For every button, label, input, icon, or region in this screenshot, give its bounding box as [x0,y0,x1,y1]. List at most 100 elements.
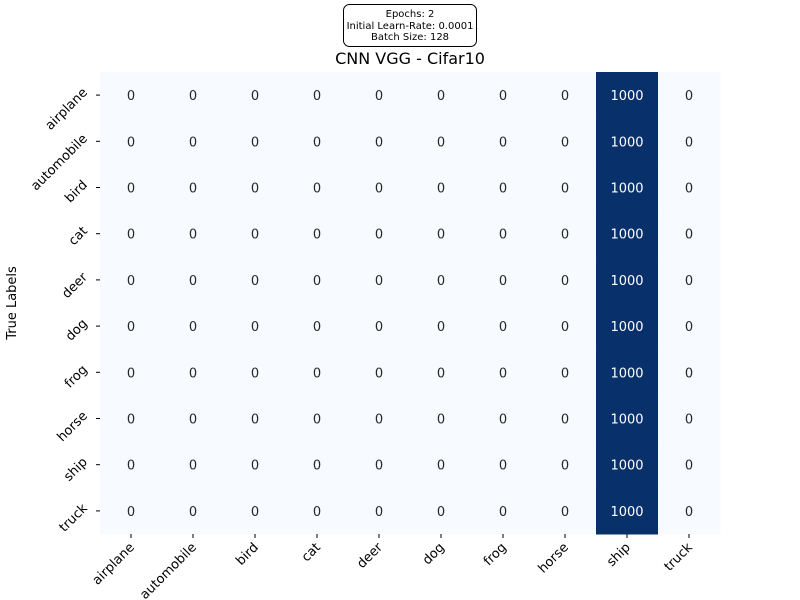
cell-value-label: 0 [189,89,197,104]
heatmap-cell [596,164,659,212]
cell-value-label: 0 [313,459,321,474]
cell-value-label: 0 [561,274,569,289]
cell-value-label: 0 [313,135,321,150]
cell-value-label: 0 [251,320,259,335]
heatmap-cell [224,349,287,396]
y-axis-ticks: airplaneautomobilebirdcatdeerdogfroghors… [28,85,100,535]
heatmap-cell [534,487,597,535]
y-tick-label: airplane [43,85,91,133]
heatmap-cell [472,210,535,258]
heatmap-cell [162,118,225,165]
x-tick-label: cat [299,540,324,565]
heatmap-cell [410,349,473,396]
heatmap-cell [348,395,411,443]
x-tick-label: dog [420,540,448,568]
heatmap-cell [100,441,163,489]
cell-value-label: 0 [437,274,445,289]
heatmap-cell [410,441,473,489]
cell-value-label: 0 [375,366,383,381]
heatmap-cell [286,395,349,443]
heatmap-cell [348,72,411,119]
heatmap-cell [100,210,163,258]
cell-value-label: 0 [685,320,693,335]
heatmap-cell [100,349,163,396]
cell-value-label: 0 [499,413,507,428]
heatmap-cell [348,303,411,350]
cell-value-label: 0 [437,366,445,381]
x-tick-label: bird [233,540,261,568]
cell-value-label: 0 [189,182,197,197]
heatmap-cell [224,72,287,119]
heatmap-cell [162,164,225,212]
cell-value-label: 0 [251,135,259,150]
heatmap-cell [658,303,721,350]
cell-value-label: 0 [561,366,569,381]
cell-value-label: 1000 [610,366,643,381]
cell-value-label: 0 [127,228,135,243]
x-tick-label: horse [536,540,572,576]
cell-value-label: 0 [127,274,135,289]
cell-value-label: 0 [685,135,693,150]
cell-value-label: 0 [561,459,569,474]
heatmap-cell [596,303,659,350]
heatmap-cell [534,72,597,119]
heatmap-cell [162,72,225,119]
y-tick-label: bird [62,178,90,206]
heatmap-cell [286,487,349,535]
cell-value-label: 0 [127,505,135,520]
y-tick-label: cat [66,224,91,249]
heatmap-cell [410,210,473,258]
cell-value-label: 1000 [610,135,643,150]
cell-value-label: 0 [189,135,197,150]
heatmap-cell [534,210,597,258]
heatmap-cell [162,349,225,396]
cell-value-label: 1000 [610,413,643,428]
heatmap-cell [100,487,163,535]
x-tick-label: automobile [137,540,199,600]
cell-value-label: 0 [437,89,445,104]
cell-value-label: 0 [313,274,321,289]
heatmap-cell [658,395,721,443]
cell-value-label: 0 [685,413,693,428]
cell-value-label: 0 [251,459,259,474]
x-tick-label: ship [604,540,634,570]
y-tick-label: dog [63,316,91,344]
heatmap-cell [596,210,659,258]
heatmap-cell [472,487,535,535]
cell-value-label: 0 [437,228,445,243]
heatmap-cell [162,303,225,350]
cell-value-label: 0 [437,182,445,197]
cell-value-label: 0 [561,89,569,104]
cell-value-label: 0 [313,182,321,197]
heatmap-cell [596,72,659,119]
heatmap-cell [410,164,473,212]
cell-value-label: 0 [437,320,445,335]
cell-value-label: 1000 [610,182,643,197]
heatmap-cell [224,118,287,165]
heatmap-cell [410,118,473,165]
heatmap-cell [410,256,473,304]
heatmap-cell [658,72,721,119]
cell-value-label: 0 [685,182,693,197]
heatmap-cell [596,441,659,489]
cell-value-label: 1000 [610,89,643,104]
y-tick-label: truck [57,501,92,536]
heatmap-cell [224,441,287,489]
heatmap-cell [658,210,721,258]
heatmap-cell [472,164,535,212]
y-tick-label: deer [59,270,91,302]
cell-value-label: 0 [251,89,259,104]
annotation-box: Epochs: 2 Initial Learn-Rate: 0.0001 Bat… [343,4,477,47]
annotation-line-batch-size: Batch Size: 128 [371,32,449,43]
heatmap-cell [286,256,349,304]
cell-value-label: 0 [685,459,693,474]
heatmap-cell [100,303,163,350]
cell-value-label: 0 [685,505,693,520]
cell-value-label: 0 [127,366,135,381]
cell-value-label: 0 [499,182,507,197]
y-tick-label: ship [61,455,91,485]
heatmap-cell [410,487,473,535]
annotation-line-learn-rate: Initial Learn-Rate: 0.0001 [347,21,474,32]
heatmap-cell [596,349,659,396]
heatmap-cell [410,72,473,119]
